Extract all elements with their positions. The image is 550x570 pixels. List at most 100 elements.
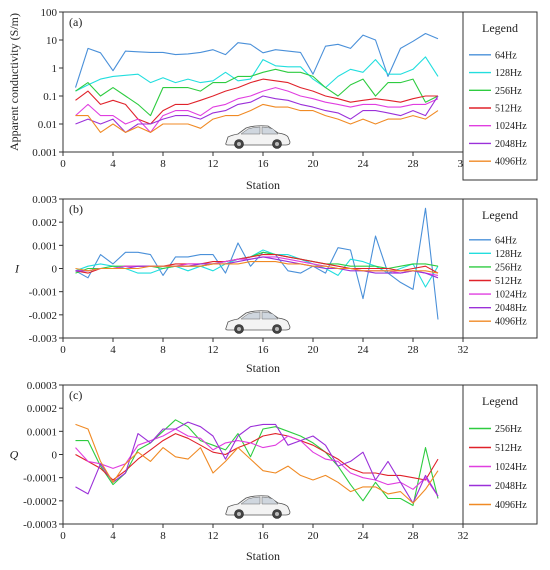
series-line-1024Hz: [75, 87, 439, 133]
x-tick-label: 12: [208, 530, 219, 542]
y-tick-label: 0: [52, 264, 58, 276]
legend-label-1024Hz: 1024Hz: [495, 462, 527, 473]
x-tick-label: 16: [258, 344, 270, 356]
x-tick-label: 20: [308, 530, 320, 542]
car-icon: [225, 125, 291, 149]
y-tick-label: 0: [52, 450, 58, 462]
y-axis-title: Q: [10, 448, 19, 462]
legend-label-4096Hz: 4096Hz: [495, 157, 527, 168]
series-line-2048Hz: [75, 256, 439, 279]
x-tick-label: 28: [408, 530, 420, 542]
legend-box: [462, 384, 538, 525]
x-axis-title: Station: [246, 549, 280, 563]
series-line-256Hz: [75, 419, 439, 507]
x-tick-label: 32: [458, 530, 469, 542]
y-tick-label: 0.0002: [27, 403, 57, 415]
y-tick-label: -0.0003: [23, 519, 57, 531]
panel-3: 0 4 8 12 16 20 24 28 32 -0.0003 -0.0002 -0.0001 0 0.0…: [10, 380, 538, 563]
x-tick-label: 4: [110, 530, 116, 542]
x-tick-label: 4: [110, 158, 116, 170]
series-line-4096Hz: [75, 423, 439, 504]
legend-label-2048Hz: 2048Hz: [495, 481, 527, 492]
legend-label-4096Hz: 4096Hz: [495, 500, 527, 511]
panel-1: 0481216202428320.0010.010.1110100Station…: [7, 7, 538, 192]
y-tick-label: 1: [52, 63, 58, 75]
x-tick-label: 16: [258, 158, 270, 170]
x-tick-label: 32: [458, 344, 469, 356]
legend-label-1024Hz: 1024Hz: [495, 121, 527, 132]
legend-label-1024Hz: 1024Hz: [495, 290, 527, 301]
legend-label-2048Hz: 2048Hz: [495, 139, 527, 150]
y-tick-label: -0.0002: [23, 496, 57, 508]
x-tick-label: 24: [358, 530, 370, 542]
x-tick-label: 28: [408, 158, 420, 170]
x-tick-label: 8: [160, 530, 166, 542]
y-tick-label: 0.003: [32, 194, 57, 206]
car-window-rear: [261, 496, 279, 505]
legend-label-64Hz: 64Hz: [495, 235, 517, 246]
legend-title: Legend: [482, 21, 518, 35]
car-icon: [225, 495, 291, 519]
series-group: [74, 32, 439, 133]
y-tick-label: 0.1: [43, 91, 57, 103]
series-line-512Hz: [75, 433, 439, 481]
car-window-front: [240, 496, 261, 505]
x-tick-label: 12: [208, 158, 219, 170]
x-tick-label: 12: [208, 344, 219, 356]
x-axis-title: Station: [246, 361, 280, 375]
car-window-rear: [261, 126, 279, 135]
series-line-4096Hz: [75, 103, 439, 133]
legend-label-64Hz: 64Hz: [495, 50, 517, 61]
series-line-2048Hz: [75, 95, 439, 133]
y-tick-label: 0.0003: [27, 380, 58, 392]
y-tick-label: -0.002: [29, 310, 57, 322]
series-line-4096Hz: [75, 261, 439, 274]
y-tick-label: 0.001: [32, 240, 57, 252]
legend-label-128Hz: 128Hz: [495, 68, 522, 79]
y-axis-title: Apparent conductivity (S/m): [7, 13, 21, 151]
x-tick-label: 20: [308, 158, 320, 170]
legend-label-256Hz: 256Hz: [495, 262, 522, 273]
legend-box: [462, 198, 538, 339]
x-tick-label: 0: [60, 530, 66, 542]
x-tick-label: 24: [358, 158, 370, 170]
panel-label: (c): [69, 388, 82, 402]
car-hub-front: [237, 142, 241, 146]
legend-label-256Hz: 256Hz: [495, 424, 522, 435]
legend-label-512Hz: 512Hz: [495, 276, 522, 287]
car-hub-rear: [275, 327, 279, 331]
panel-label: (b): [69, 202, 83, 216]
y-axis-title: I: [14, 262, 20, 276]
series-line-64Hz: [75, 207, 439, 320]
x-tick-label: 20: [308, 344, 320, 356]
x-tick-label: 16: [258, 530, 270, 542]
legend-label-128Hz: 128Hz: [495, 249, 522, 260]
car-hub-rear: [275, 512, 279, 516]
y-tick-label: 100: [41, 7, 58, 19]
y-tick-label: -0.003: [29, 333, 58, 345]
legend-title: Legend: [482, 208, 518, 222]
legend-label-4096Hz: 4096Hz: [495, 317, 527, 328]
legend-box: [462, 11, 538, 181]
series-line-64Hz: [74, 32, 439, 88]
car-window-front: [240, 126, 261, 135]
y-tick-label: 0.0001: [27, 426, 57, 438]
x-tick-label: 24: [358, 344, 370, 356]
x-tick-label: 8: [160, 344, 166, 356]
legend-label-2048Hz: 2048Hz: [495, 303, 527, 314]
legend-title: Legend: [482, 394, 518, 408]
car-window-rear: [261, 311, 279, 320]
car-hub-front: [237, 327, 241, 331]
car-hub-front: [237, 512, 241, 516]
y-tick-label: 0.002: [32, 217, 57, 229]
legend-label-512Hz: 512Hz: [495, 443, 522, 454]
y-tick-label: 0.001: [32, 147, 57, 159]
x-tick-label: 8: [160, 158, 166, 170]
series-line-256Hz: [75, 68, 439, 117]
series-line-128Hz: [75, 56, 439, 92]
series-line-128Hz: [75, 249, 439, 288]
y-tick-label: -0.001: [29, 287, 57, 299]
series-group: [75, 419, 439, 507]
x-tick-label: 0: [60, 344, 66, 356]
